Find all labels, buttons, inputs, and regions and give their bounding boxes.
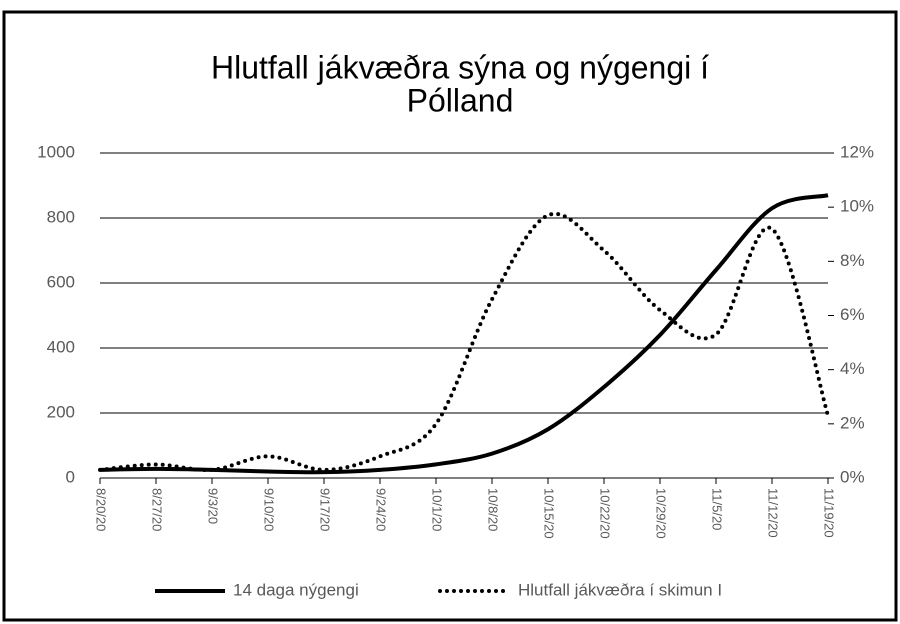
y2-tick-label: 6% bbox=[840, 305, 865, 324]
x-tick-label: 10/29/20 bbox=[654, 488, 669, 539]
legend-label: 14 daga nýgengi bbox=[233, 580, 359, 599]
chart-title: Hlutfall jákvæðra sýna og nýgengi í bbox=[211, 49, 709, 85]
y2-tick-label: 0% bbox=[840, 467, 865, 486]
x-tick-label: 9/17/20 bbox=[318, 488, 333, 531]
x-tick-label: 11/19/20 bbox=[822, 488, 837, 538]
x-tick-label: 11/12/20 bbox=[766, 488, 781, 538]
series-line bbox=[98, 211, 830, 473]
x-tick-label: 9/3/20 bbox=[206, 488, 221, 524]
y-tick-label: 800 bbox=[47, 207, 75, 226]
y-tick-label: 200 bbox=[47, 402, 75, 421]
y2-tick-label: 4% bbox=[840, 359, 865, 378]
x-tick-label: 9/24/20 bbox=[374, 488, 389, 531]
x-tick-label: 8/27/20 bbox=[150, 488, 165, 531]
x-tick-label: 10/22/20 bbox=[598, 488, 613, 539]
y-tick-label: 400 bbox=[47, 337, 75, 356]
y-tick-label: 1000 bbox=[37, 142, 75, 161]
y-tick-label: 600 bbox=[47, 272, 75, 291]
x-tick-label: 9/10/20 bbox=[262, 488, 277, 531]
y2-tick-label: 2% bbox=[840, 413, 865, 432]
x-tick-label: 10/15/20 bbox=[542, 488, 557, 539]
x-tick-label: 10/8/20 bbox=[486, 488, 501, 531]
y2-tick-label: 12% bbox=[840, 142, 874, 161]
y2-tick-label: 10% bbox=[840, 197, 874, 216]
series-line bbox=[99, 193, 829, 475]
y2-tick-label: 8% bbox=[840, 251, 865, 270]
x-tick-label: 10/1/20 bbox=[430, 488, 445, 531]
chart-title: Pólland bbox=[407, 82, 514, 118]
legend-label: Hlutfall jákvæðra í skimun I bbox=[518, 580, 722, 599]
x-tick-label: 8/20/20 bbox=[94, 488, 109, 531]
y-tick-label: 0 bbox=[66, 467, 75, 486]
x-tick-label: 11/5/20 bbox=[710, 488, 725, 530]
chart-border bbox=[2, 10, 898, 622]
